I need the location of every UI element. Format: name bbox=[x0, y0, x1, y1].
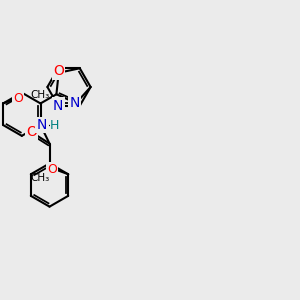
Text: CH₃: CH₃ bbox=[30, 90, 50, 100]
Text: O: O bbox=[13, 92, 23, 105]
Text: O: O bbox=[47, 163, 57, 176]
Text: N: N bbox=[37, 118, 47, 132]
Text: N: N bbox=[53, 99, 63, 113]
Text: O: O bbox=[53, 64, 64, 78]
Text: N: N bbox=[70, 96, 80, 110]
Text: H: H bbox=[50, 118, 60, 131]
Text: CH₃: CH₃ bbox=[30, 173, 49, 183]
Text: O: O bbox=[26, 124, 37, 139]
